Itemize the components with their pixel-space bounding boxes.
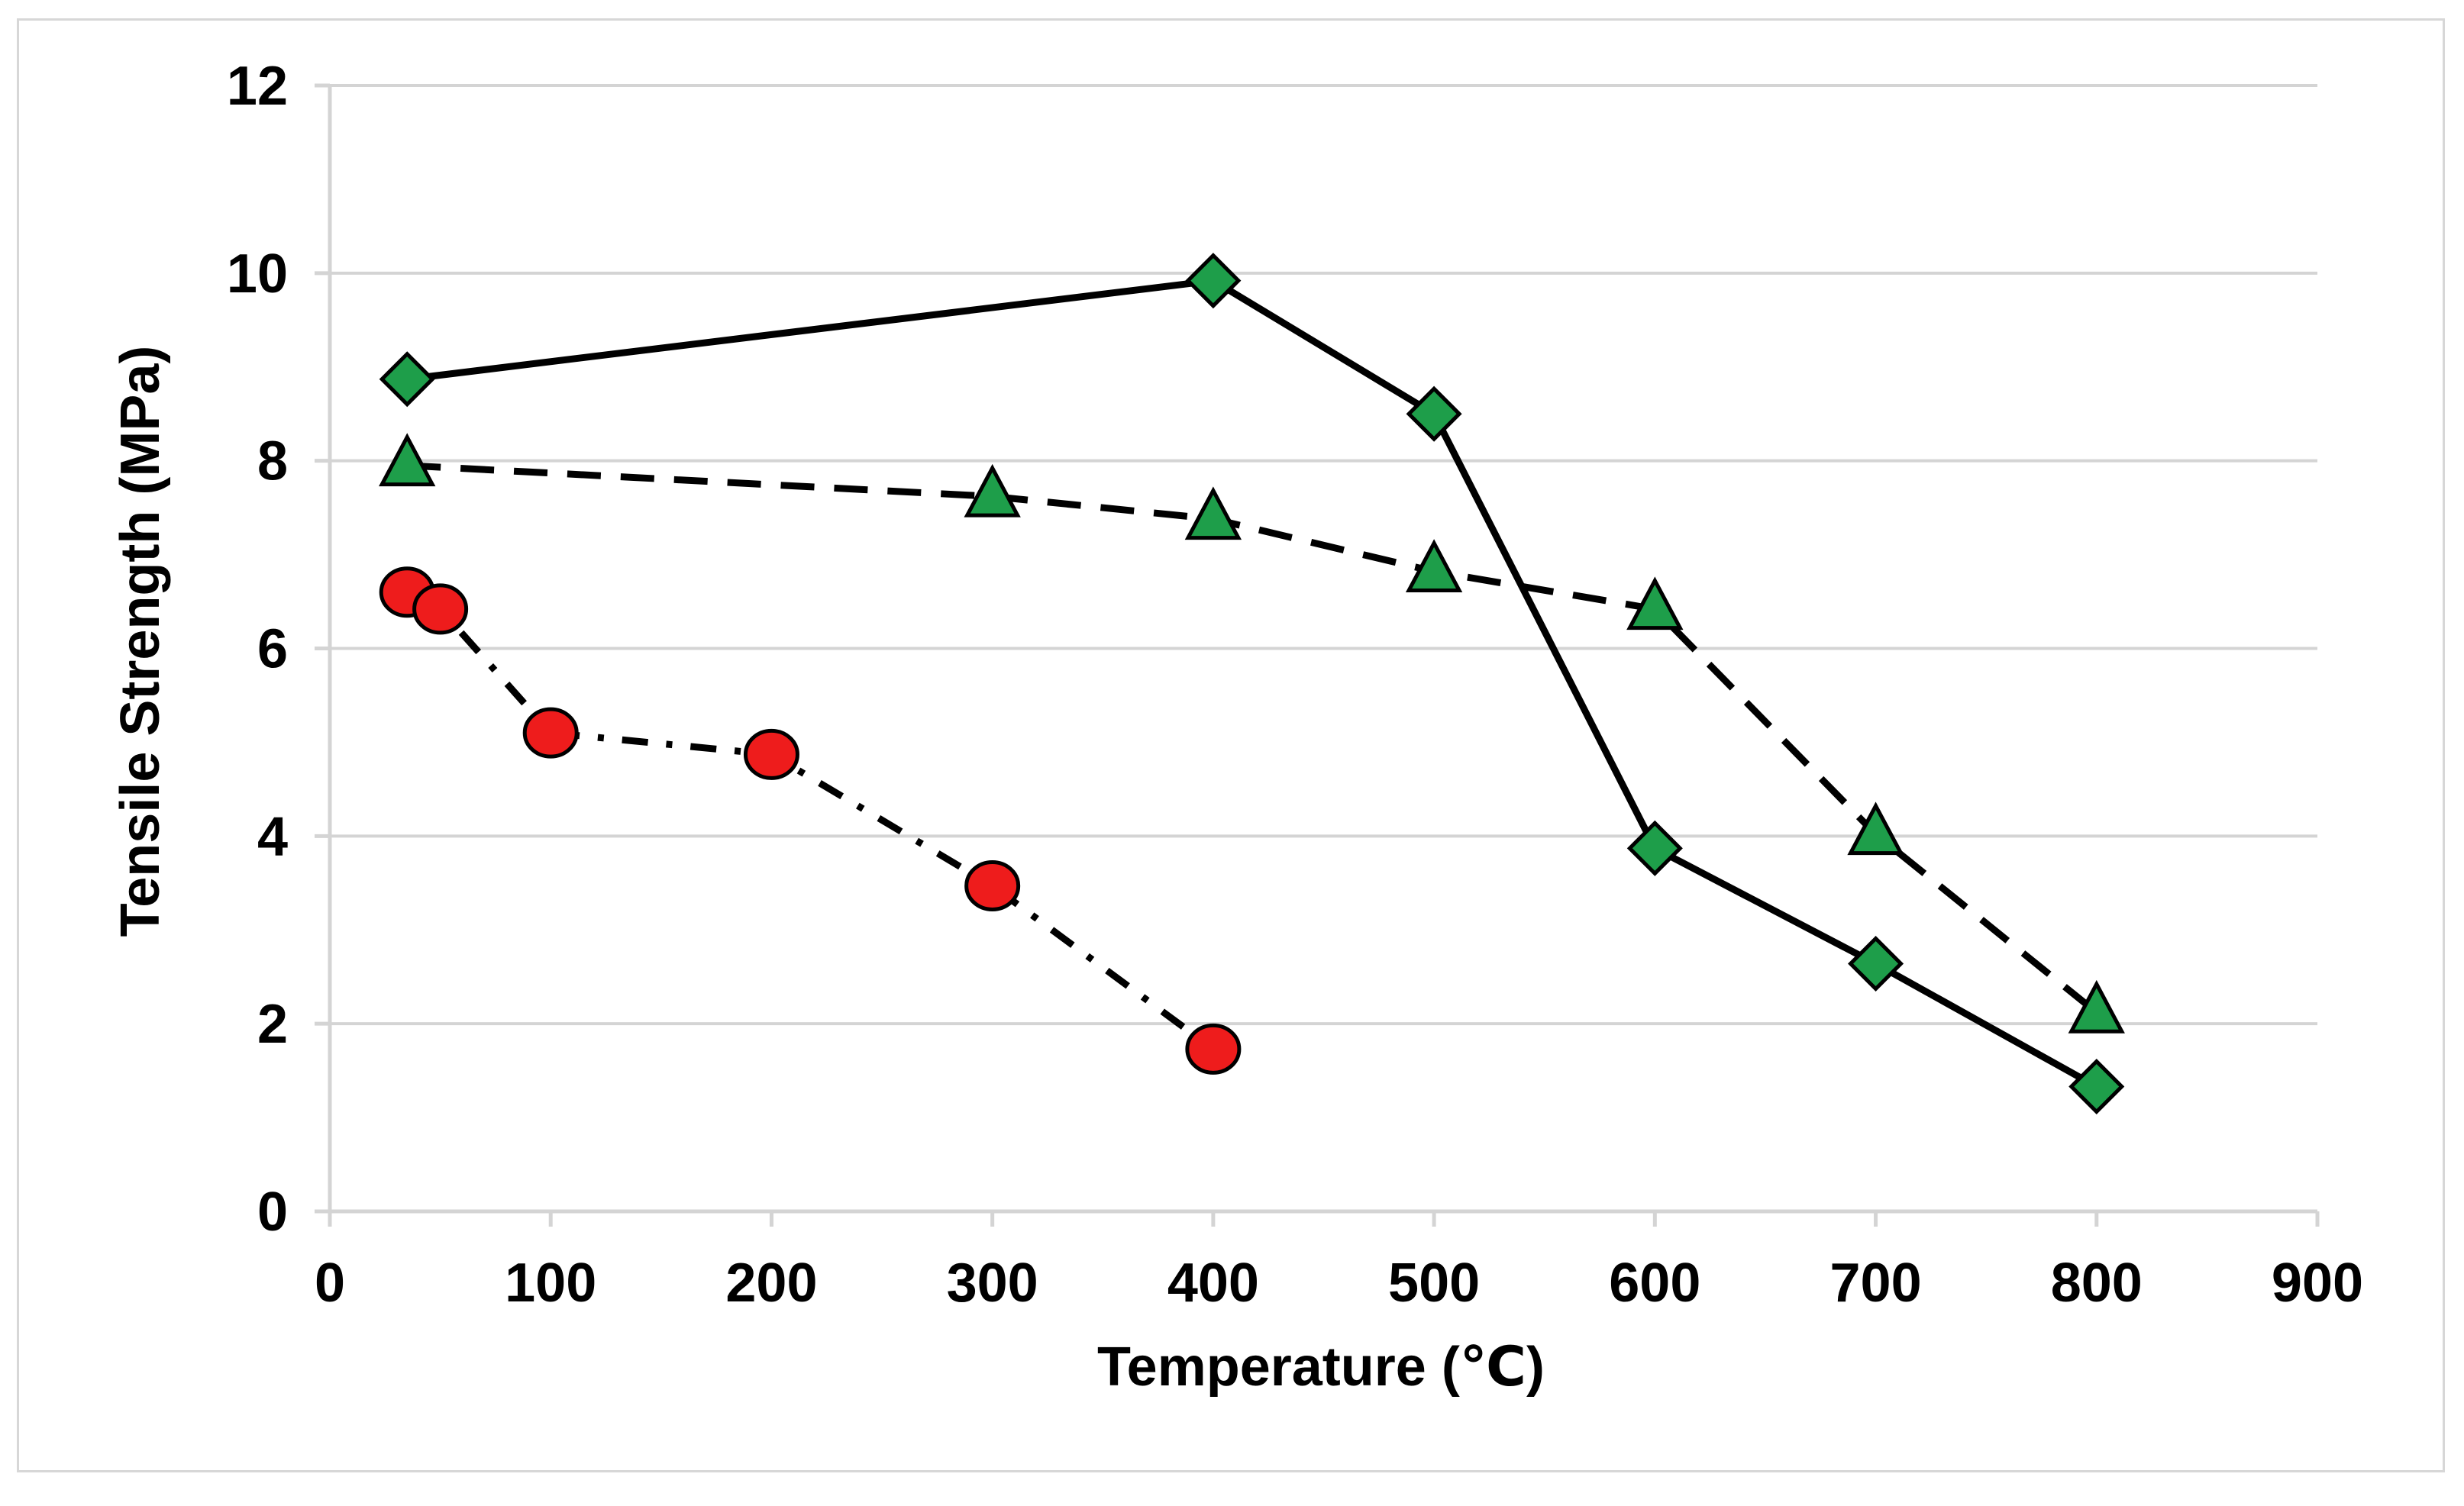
axes [315,83,2320,1227]
diamond-series-point-2 [1406,385,1462,442]
x-tick-label-100: 100 [505,1253,596,1314]
triangle-series-point-4 [1626,576,1684,630]
diamond-series-point-4 [1848,935,1904,992]
triangle-series-point-5 [1847,801,1904,856]
x-axis-title: Temperature (℃) [1097,1337,1545,1398]
x-tick-label-600: 600 [1609,1253,1700,1314]
y-axis-title: Tensile Strength (MPa) [110,346,171,937]
diamond-series-line [406,277,2098,1090]
triangle-series-point-2 [1184,486,1242,540]
x-tick-label-400: 400 [1167,1253,1259,1314]
gridlines [330,84,2317,1026]
diamond-series-point-3 [1626,820,1683,876]
tick-labels: 0 2 4 6 8 10 12 0 100 200 300 400 500 600 700 800 900 [227,56,2363,1314]
x-tick-label-900: 900 [2272,1253,2363,1314]
x-tick-label-300: 300 [947,1253,1038,1314]
y-tick-label-12: 12 [227,56,288,117]
x-tick-label-0: 0 [315,1253,345,1314]
triangle-series-point-1 [964,463,1021,518]
y-tick-label-0: 0 [257,1182,288,1243]
y-tick-label-8: 8 [257,431,288,492]
series-lines [405,277,2099,1090]
x-tick-label-500: 500 [1388,1253,1480,1314]
circle-series-point-1 [412,583,469,635]
y-tick-label-4: 4 [257,806,288,867]
diamond-series-point-5 [2068,1058,2125,1115]
diamond-series-point-0 [379,351,435,408]
circle-series-point-3 [743,728,799,780]
chart-frame [17,18,2445,1472]
triangle-series-point-0 [379,433,436,487]
x-tick-label-800: 800 [2051,1253,2143,1314]
circle-series-point-2 [522,707,579,759]
circle-series-line [405,589,1216,1052]
x-tick-label-200: 200 [725,1253,817,1314]
y-tick-label-10: 10 [227,243,288,305]
triangle-series-point-3 [1405,539,1463,593]
series-markers [379,253,2125,1115]
y-tick-label-6: 6 [257,619,288,680]
circle-series-point-4 [964,859,1021,911]
triangle-series-line [406,462,2099,1015]
x-tick-label-700: 700 [1829,1253,1921,1314]
diamond-series-point-1 [1185,253,1242,309]
circle-series-point-5 [1185,1023,1242,1075]
y-tick-label-2: 2 [257,994,288,1055]
triangle-series-point-6 [2068,979,2125,1034]
